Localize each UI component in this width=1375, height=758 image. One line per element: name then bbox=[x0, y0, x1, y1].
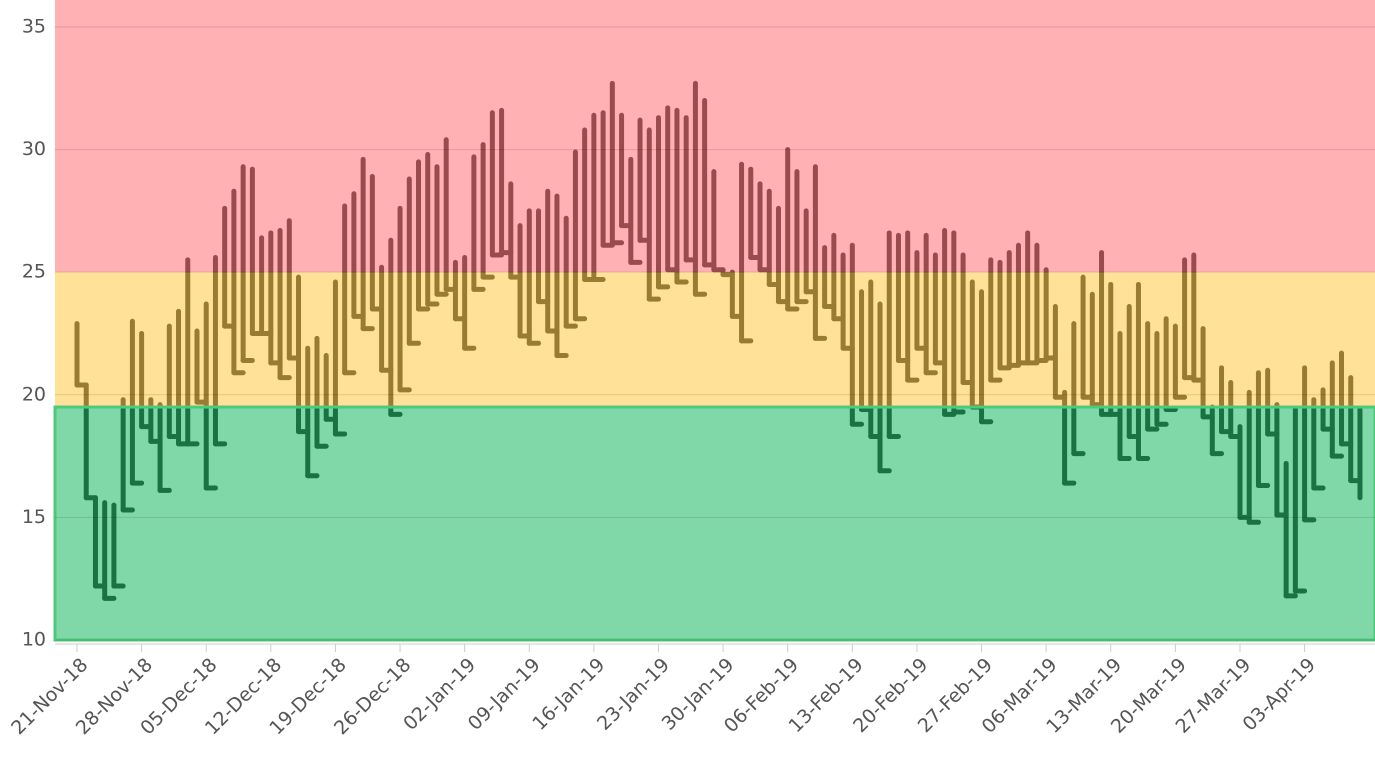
y-tick-label: 35 bbox=[22, 15, 46, 37]
y-tick-label: 10 bbox=[22, 629, 46, 651]
band bbox=[55, 272, 1375, 408]
y-tick-label: 30 bbox=[22, 138, 46, 160]
y-tick-label: 15 bbox=[22, 506, 46, 528]
band bbox=[53, 405, 1375, 642]
y-tick-label: 20 bbox=[22, 383, 46, 405]
y-tick-label: 25 bbox=[22, 261, 46, 283]
band bbox=[55, 0, 1375, 273]
